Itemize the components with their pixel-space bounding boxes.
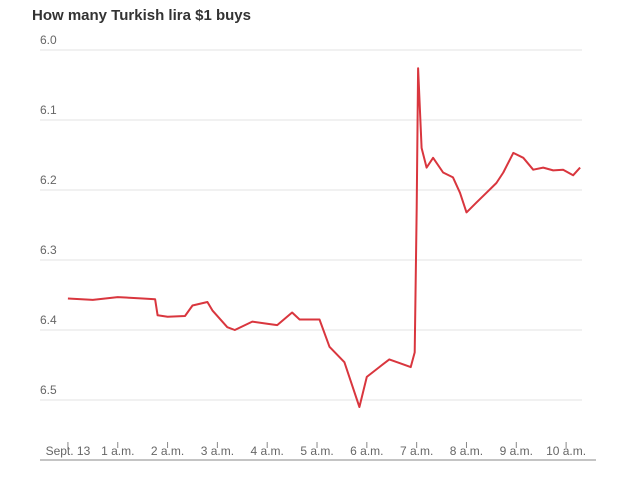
y-tick-label: 6.1 xyxy=(40,103,57,117)
x-tick-label: 10 a.m. xyxy=(546,444,586,458)
y-tick-label: 6.0 xyxy=(40,33,57,47)
y-tick-label: 6.4 xyxy=(40,313,57,327)
y-tick-label: 6.3 xyxy=(40,243,57,257)
x-tick-label: 6 a.m. xyxy=(350,444,383,458)
x-tick-label: 5 a.m. xyxy=(300,444,333,458)
y-tick-label: 6.5 xyxy=(40,383,57,397)
x-tick-label: 7 a.m. xyxy=(400,444,433,458)
x-tick-label: 2 a.m. xyxy=(151,444,184,458)
x-tick-label: 4 a.m. xyxy=(251,444,284,458)
x-tick-label: 8 a.m. xyxy=(450,444,483,458)
chart-title: How many Turkish lira $1 buys xyxy=(32,7,251,24)
x-tick-label: 3 a.m. xyxy=(201,444,234,458)
y-tick-label: 6.2 xyxy=(40,173,57,187)
x-tick-label: 9 a.m. xyxy=(500,444,533,458)
x-tick-label: 1 a.m. xyxy=(101,444,134,458)
line xyxy=(67,67,581,408)
x-tick-label: Sept. 13 xyxy=(46,444,91,458)
